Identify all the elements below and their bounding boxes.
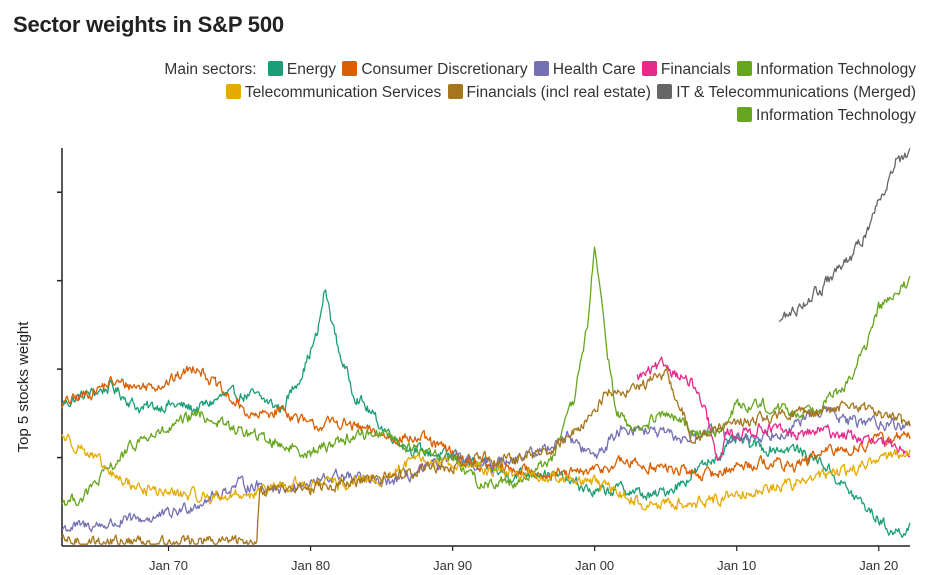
legend-item: Telecommunication Services (225, 81, 442, 104)
legend-swatch (737, 107, 753, 122)
legend-swatch (533, 61, 549, 76)
series-line (61, 433, 911, 511)
y-tick-marks (57, 191, 62, 459)
legend-item: IT & Telecommunications (Merged) (657, 81, 916, 104)
legend-item: Health Care (533, 58, 636, 81)
legend-swatch (342, 61, 358, 76)
series-line (61, 289, 911, 538)
legend-item-label: Health Care (552, 61, 636, 78)
legend-label: Main sectors: (164, 61, 257, 78)
legend-item-label: Consumer Discretionary (361, 61, 528, 78)
series-line (61, 246, 911, 507)
legend-item: Financials (incl real estate) (447, 81, 651, 104)
x-tick-label: Jan 00 (575, 558, 614, 573)
x-tick-label: Jan 90 (433, 558, 472, 573)
x-tick-label: Jan 10 (717, 558, 756, 573)
series-line (778, 148, 911, 323)
series-lines (61, 148, 911, 545)
legend: Main sectors: Energy Consumer Discretion… (116, 58, 916, 127)
legend-swatch (657, 84, 673, 99)
legend-item: Financials (641, 58, 731, 81)
legend-item: Information Technology (737, 58, 916, 81)
legend-swatch (267, 61, 283, 76)
legend-item-label: IT & Telecommunications (Merged) (676, 84, 916, 101)
series-line (61, 365, 911, 482)
x-tick-label: Jan 70 (149, 558, 188, 573)
legend-swatch (447, 84, 463, 99)
legend-item-label: Information Technology (756, 107, 916, 124)
chart-title: Sector weights in S&P 500 (13, 12, 284, 37)
x-axis-ticks: Jan 70 Jan 80 Jan 90 Jan 00 Jan 10 Jan 20 (149, 546, 898, 573)
legend-item-label: Energy (286, 61, 337, 78)
line-chart: Jan 70 Jan 80 Jan 90 Jan 00 Jan 10 Jan 20 Top… (15, 148, 911, 573)
legend-swatch (225, 84, 241, 99)
legend-item: Energy (267, 58, 337, 81)
x-tick-label: Jan 80 (291, 558, 330, 573)
series-line (636, 356, 911, 462)
legend-item-label: Information Technology (756, 61, 916, 78)
legend-items: Energy Consumer Discretionary Health Car… (224, 61, 916, 124)
series-line (61, 367, 911, 545)
legend-swatch (641, 61, 657, 76)
legend-item-label: Financials (660, 61, 731, 78)
legend-item: Information Technology (737, 104, 916, 127)
x-tick-label: Jan 20 (859, 558, 898, 573)
legend-item: Consumer Discretionary (342, 58, 528, 81)
legend-item-label: Financials (incl real estate) (466, 84, 651, 101)
y-axis-title: Top 5 stocks weight (15, 321, 32, 453)
legend-swatch (737, 61, 753, 76)
legend-item-label: Telecommunication Services (244, 84, 442, 101)
